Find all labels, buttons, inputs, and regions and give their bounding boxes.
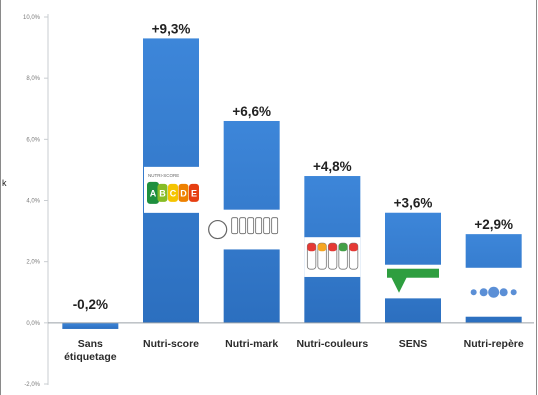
data-label: +9,3% [152,21,191,36]
data-label: +4,8% [313,159,352,174]
nutri-mark-cell [263,217,271,235]
traffic-cell-top [349,243,358,252]
y-tick-label: 6,0% [26,137,40,143]
traffic-cell-top [328,243,337,252]
y-tick-label: 8,0% [26,76,40,82]
label-sens-icon [385,264,441,299]
nutri-score-letter: B [159,188,166,198]
x-tick-label: Nutri-score [143,338,199,350]
y-tick-label: 10,0% [23,15,41,21]
nutri-mark-cell [239,217,247,235]
bars: NUTRI-SCORE A B C D E [62,38,524,329]
data-label: +6,6% [232,104,271,119]
data-label: +2,9% [474,217,513,232]
traffic-cell-top [307,243,316,252]
sens-band [387,268,439,278]
nutri-score-letter: A [150,188,157,198]
nutri-score-cell [178,183,189,202]
nutri-score-cell [157,183,168,202]
nutri-score-letter: E [191,188,197,198]
x-tick-label: Sans [78,338,103,350]
nutri-mark-cell [231,217,239,235]
data-label: +3,6% [394,196,433,211]
nutri-mark-cell [247,217,255,235]
x-tick-label: Nutri-mark [225,338,278,350]
repere-dot [479,288,488,297]
nutri-mark-seal [208,219,228,240]
nutri-score-cell [168,183,178,202]
y-tick-label: -2,0% [24,382,40,388]
sens-triangle [389,272,409,293]
repere-dot [470,289,477,296]
data-label: -0,2% [73,297,108,312]
traffic-cell-top [317,243,327,252]
y-tick-label: 2,0% [26,260,40,266]
nutri-mark-cell [255,217,263,235]
nutri-score-cell [147,181,159,204]
x-tick-label: étiquetage [64,351,117,363]
label-traffic-lights-icon [304,237,361,277]
repere-dot [499,288,508,297]
x-tick-label: Nutri-couleurs [296,338,368,350]
label-nutri-repere-icon [463,267,524,317]
traffic-cell-top [338,243,348,252]
edge-mark: k [2,178,7,188]
repere-dot [488,286,500,298]
nutri-score-letter: C [170,188,177,198]
data-labels: -0,2% +9,3% +6,6% +4,8% +3,6% +2,9% [73,21,513,311]
repere-dot [510,289,517,296]
x-tick-label: Nutri-repère [464,338,524,350]
y-tick-label: 4,0% [26,199,40,205]
x-tick-label: SENS [399,338,428,350]
nutri-mark-cell [271,217,279,235]
nutri-score-letter: D [180,188,187,198]
y-axis: -2,0% 0,0% 2,0% 4,0% 6,0% 8,0% 10,0% [23,15,48,388]
bar [62,322,119,329]
label-nutri-mark-icon [205,209,282,250]
label-nutri-score-icon: NUTRI-SCORE A B C D E [144,166,202,213]
nutri-score-cell [189,183,199,202]
nutri-score-caption: NUTRI-SCORE [148,173,179,178]
y-tick-label: 0,0% [26,321,40,327]
